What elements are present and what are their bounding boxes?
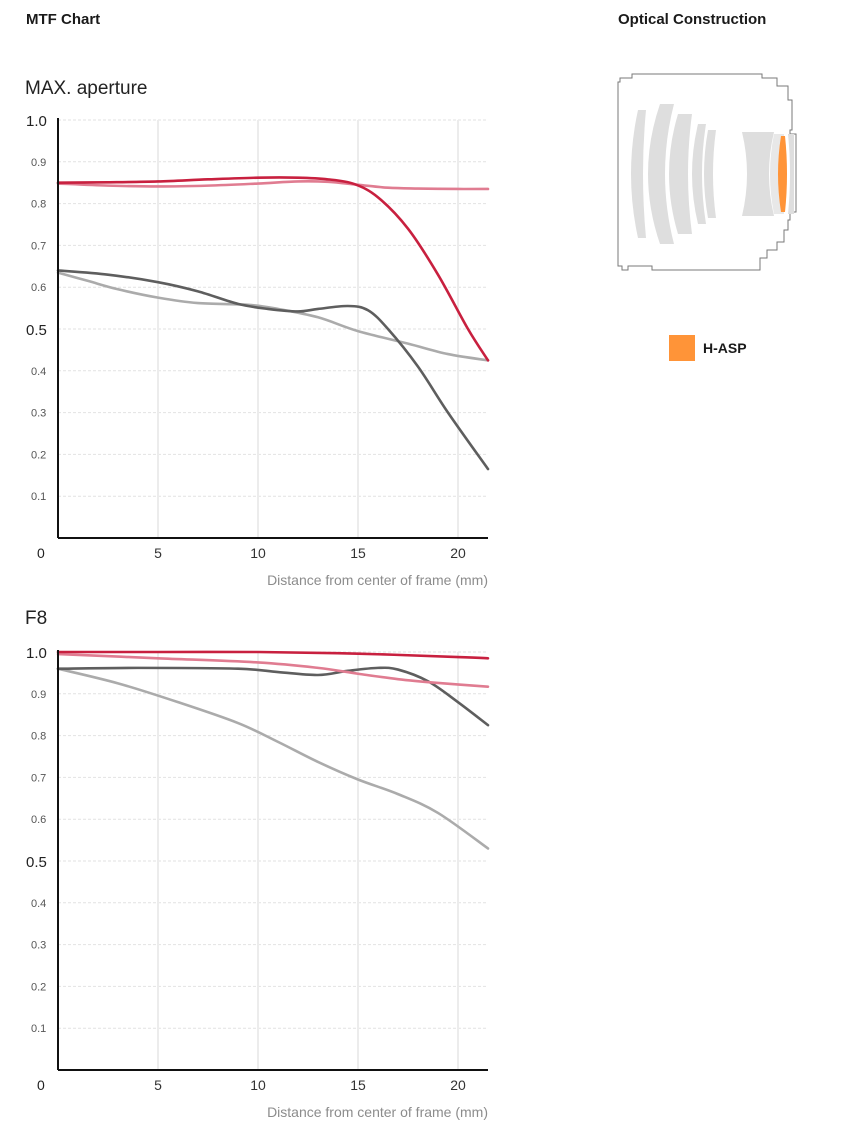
x-tick-label-2: 15 xyxy=(350,1077,366,1093)
x-axis-label: Distance from center of frame (mm) xyxy=(267,572,488,588)
y-tick-label-6: 0.7 xyxy=(31,772,46,784)
series-line-2 xyxy=(56,666,490,727)
y-tick-label-2: 0.3 xyxy=(31,940,46,952)
lens-element-8 xyxy=(788,134,794,214)
lens-element-3 xyxy=(669,114,692,234)
h-asp-swatch xyxy=(669,335,695,361)
y-tick-label-1: 0.2 xyxy=(31,449,46,461)
y-tick-label-7: 0.8 xyxy=(31,199,46,211)
x-tick-label-0: 5 xyxy=(154,545,162,561)
optical-construction-diagram xyxy=(617,73,797,271)
series-line-0 xyxy=(56,176,490,362)
lens-element-4 xyxy=(692,124,706,224)
y-tick-label-6: 0.7 xyxy=(31,240,46,252)
series-line-0 xyxy=(56,650,490,660)
legend: H-ASP xyxy=(669,335,747,361)
series-line-3 xyxy=(56,667,490,850)
series-line-1 xyxy=(56,180,490,191)
y-tick-label-9: 1.0 xyxy=(26,113,47,130)
lens-element-2 xyxy=(648,104,674,244)
lens-element-6 xyxy=(742,132,774,216)
series-line-1 xyxy=(56,652,490,688)
x-tick-label-3: 20 xyxy=(450,1077,466,1093)
y-tick-label-5: 0.6 xyxy=(31,814,46,826)
y-tick-label-0: 0.1 xyxy=(31,491,46,503)
y-tick-label-8: 0.9 xyxy=(31,689,46,701)
origin-label: 0 xyxy=(37,545,45,561)
y-tick-label-2: 0.3 xyxy=(31,408,46,420)
h-asp-label: H-ASP xyxy=(703,340,747,356)
x-axis-label: Distance from center of frame (mm) xyxy=(267,1104,488,1120)
y-tick-label-5: 0.6 xyxy=(31,282,46,294)
mtf-chart-f8: 0.1 0.2 0.3 0.4 0.5 0.6 0.7 0.8 0.9 1.0 0 5 10 15 20 Di… xyxy=(26,645,490,1120)
x-tick-label-1: 10 xyxy=(250,545,266,561)
lens-element-h-asp xyxy=(778,136,787,212)
y-tick-label-4: 0.5 xyxy=(26,322,47,339)
chart-title-max-aperture: MAX. aperture xyxy=(25,78,148,99)
mtf-chart-max-aperture: 0.1 0.2 0.3 0.4 0.5 0.6 0.7 0.8 0.9 1.0 0 5 10 15 20 Di… xyxy=(26,113,490,588)
lens-element-1 xyxy=(631,110,646,238)
y-tick-label-9: 1.0 xyxy=(26,645,47,662)
series-line-2 xyxy=(56,269,490,471)
y-tick-label-3: 0.4 xyxy=(31,898,46,910)
x-tick-label-2: 15 xyxy=(350,545,366,561)
x-tick-label-3: 20 xyxy=(450,545,466,561)
y-tick-label-8: 0.9 xyxy=(31,157,46,169)
optical-construction-heading: Optical Construction xyxy=(618,11,767,28)
x-tick-label-1: 10 xyxy=(250,1077,266,1093)
lens-element-5 xyxy=(704,130,716,218)
origin-label: 0 xyxy=(37,1077,45,1093)
y-tick-label-4: 0.5 xyxy=(26,854,47,871)
y-tick-label-3: 0.4 xyxy=(31,366,46,378)
y-tick-label-1: 0.2 xyxy=(31,981,46,993)
x-tick-label-0: 5 xyxy=(154,1077,162,1093)
lens-barrel-outline xyxy=(617,73,797,271)
y-tick-label-7: 0.8 xyxy=(31,731,46,743)
mtf-chart-heading: MTF Chart xyxy=(26,11,101,28)
series-line-3 xyxy=(56,271,490,362)
y-tick-label-0: 0.1 xyxy=(31,1023,46,1035)
chart-title-f8: F8 xyxy=(25,608,48,629)
